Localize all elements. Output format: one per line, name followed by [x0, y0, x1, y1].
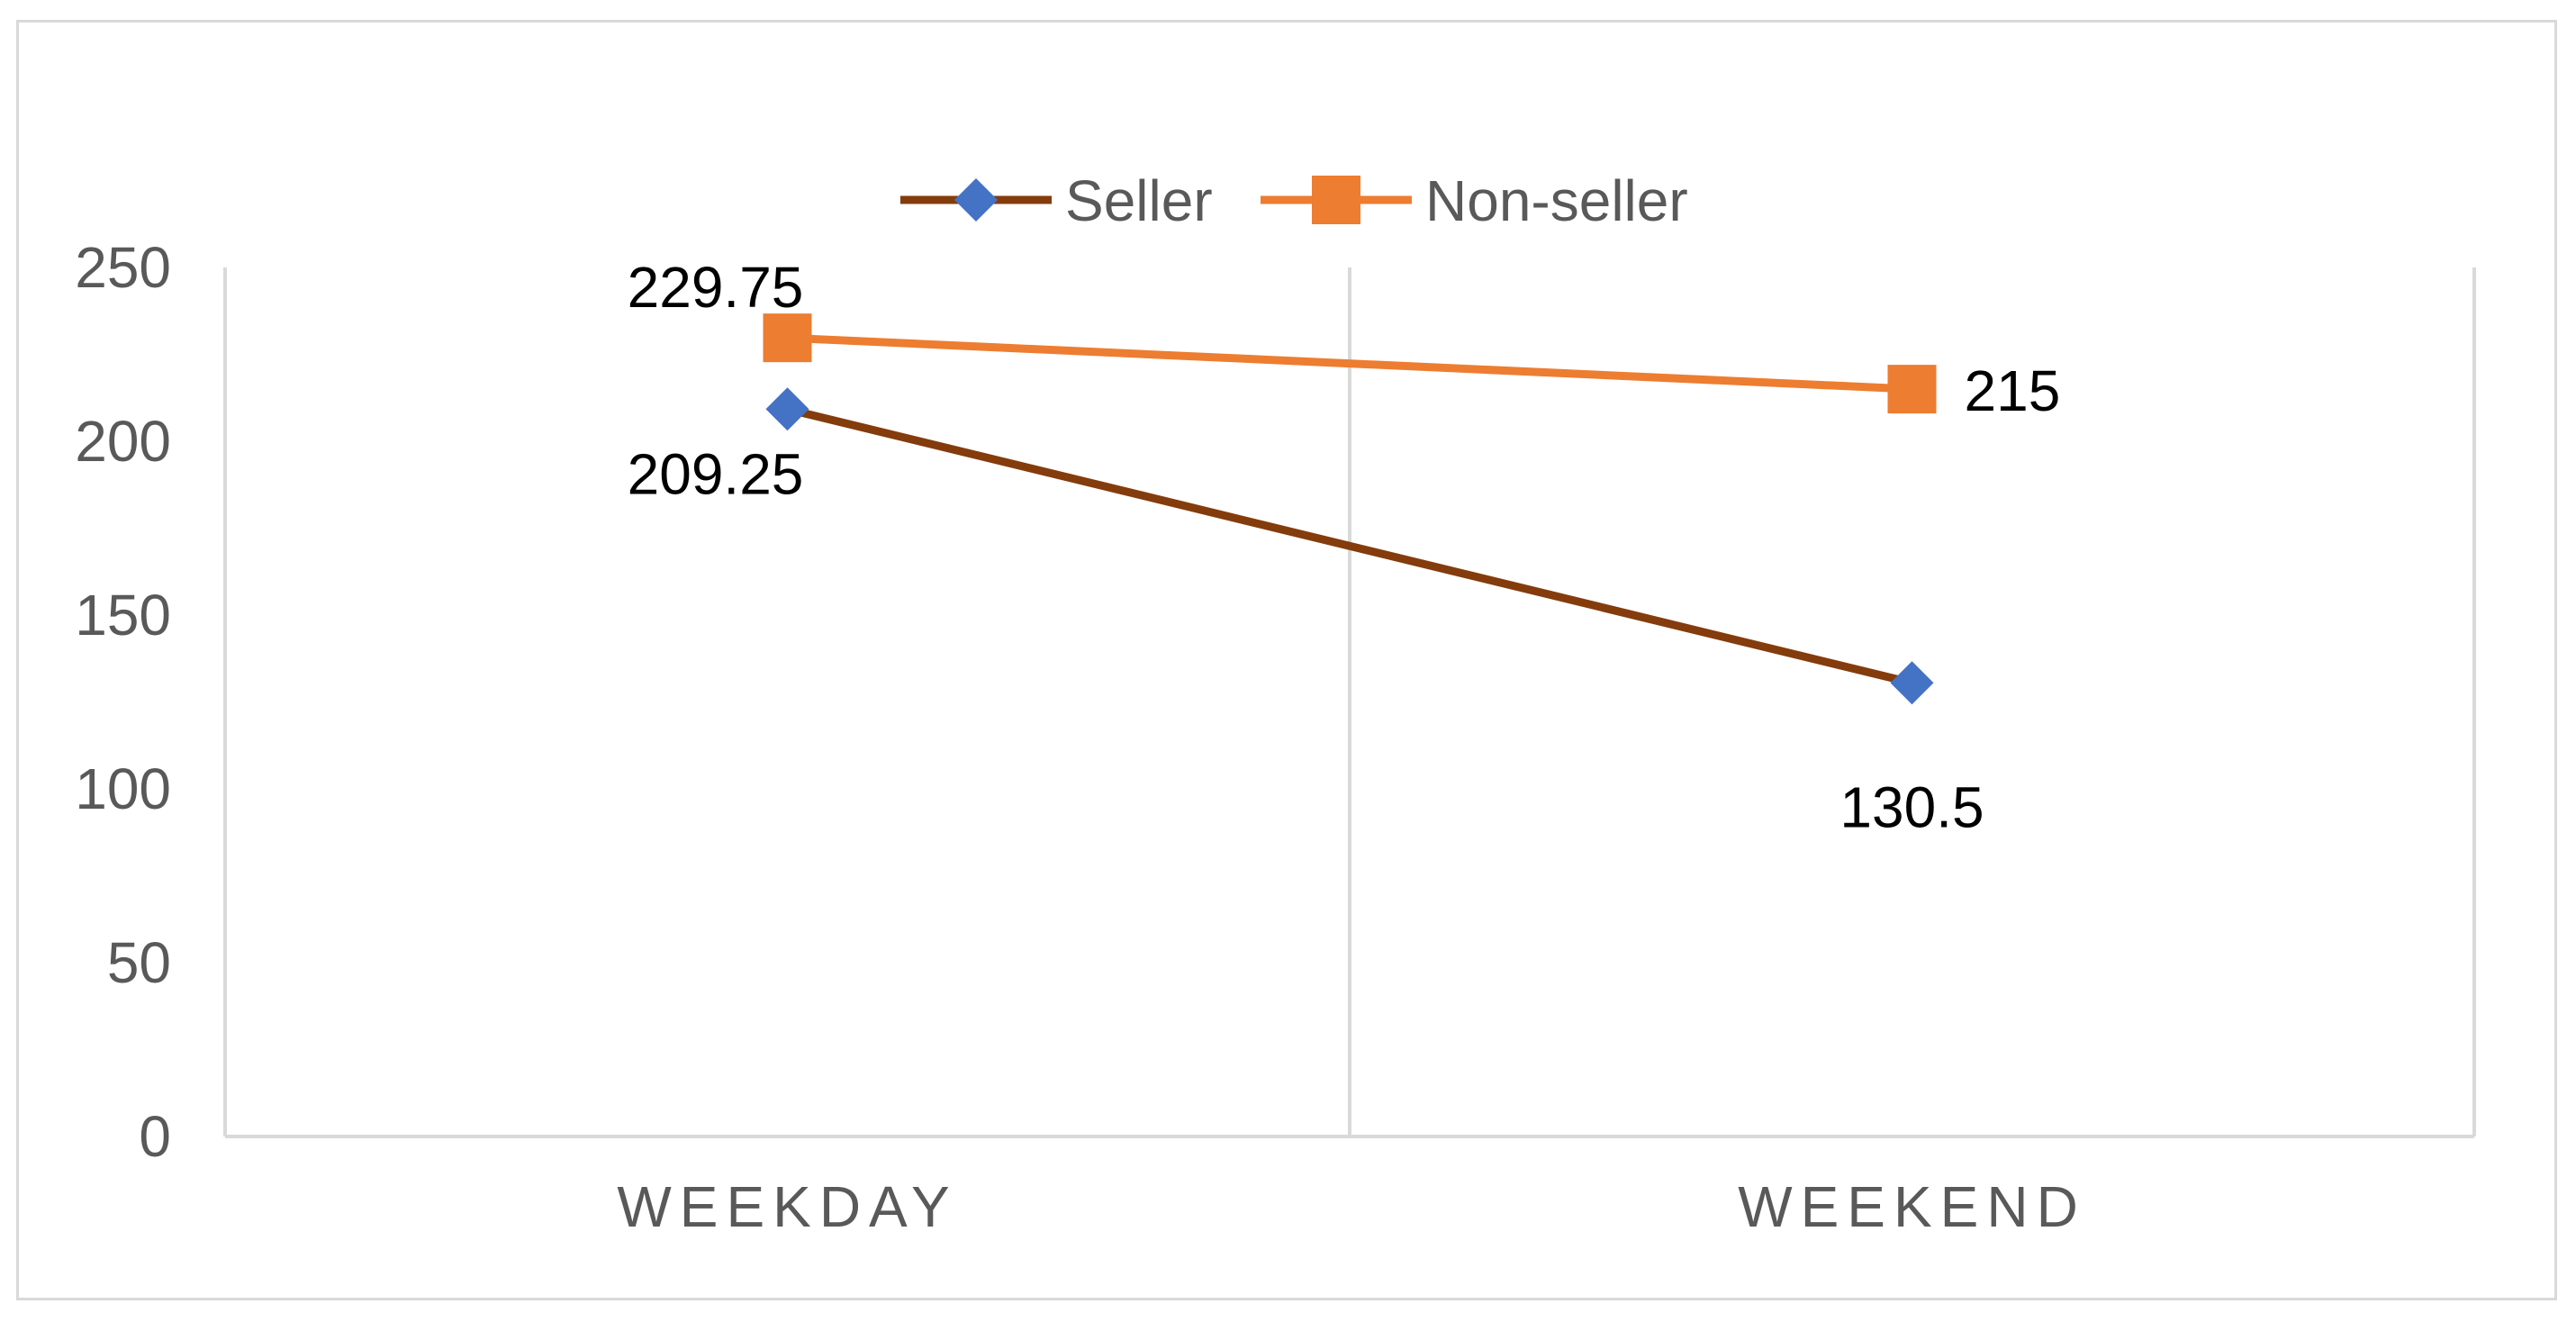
legend-seller-marker — [954, 178, 998, 222]
seller-data-point — [1890, 661, 1934, 705]
label-layer: 209.25 130.5 229.75 215 — [628, 255, 2061, 839]
non-seller-data-point — [763, 313, 812, 363]
x-category-label: WEEKDAY — [617, 1174, 957, 1239]
y-tick-label: 150 — [75, 583, 171, 647]
legend-non-seller-marker — [1312, 176, 1360, 224]
legend: Seller Non-seller — [900, 168, 1688, 233]
x-category-label: WEEKEND — [1738, 1174, 2086, 1239]
axis-layer: 0 50 100 150 200 250 WEEKDAY WEEKEND — [75, 235, 2474, 1239]
non-seller-series-line — [787, 333, 1912, 394]
y-tick-label: 100 — [75, 756, 171, 821]
y-tick-label: 0 — [139, 1104, 171, 1169]
seller-data-point — [765, 387, 809, 431]
y-tick-label: 50 — [107, 930, 171, 995]
y-tick-label: 200 — [75, 409, 171, 474]
series-layer — [763, 313, 1937, 705]
legend-non-seller-label: Non-seller — [1425, 168, 1688, 233]
non-seller-data-label: 229.75 — [628, 255, 804, 320]
non-seller-data-label: 215 — [1965, 358, 2061, 423]
chart-frame — [16, 20, 2557, 1300]
seller-data-label: 130.5 — [1839, 774, 1984, 839]
seller-series-line — [786, 404, 1913, 687]
non-seller-data-point — [1887, 365, 1937, 414]
legend-seller-label: Seller — [1065, 168, 1213, 233]
seller-data-label: 209.25 — [628, 441, 804, 506]
y-tick-label: 250 — [75, 235, 171, 300]
grid-layer — [223, 267, 2476, 1136]
